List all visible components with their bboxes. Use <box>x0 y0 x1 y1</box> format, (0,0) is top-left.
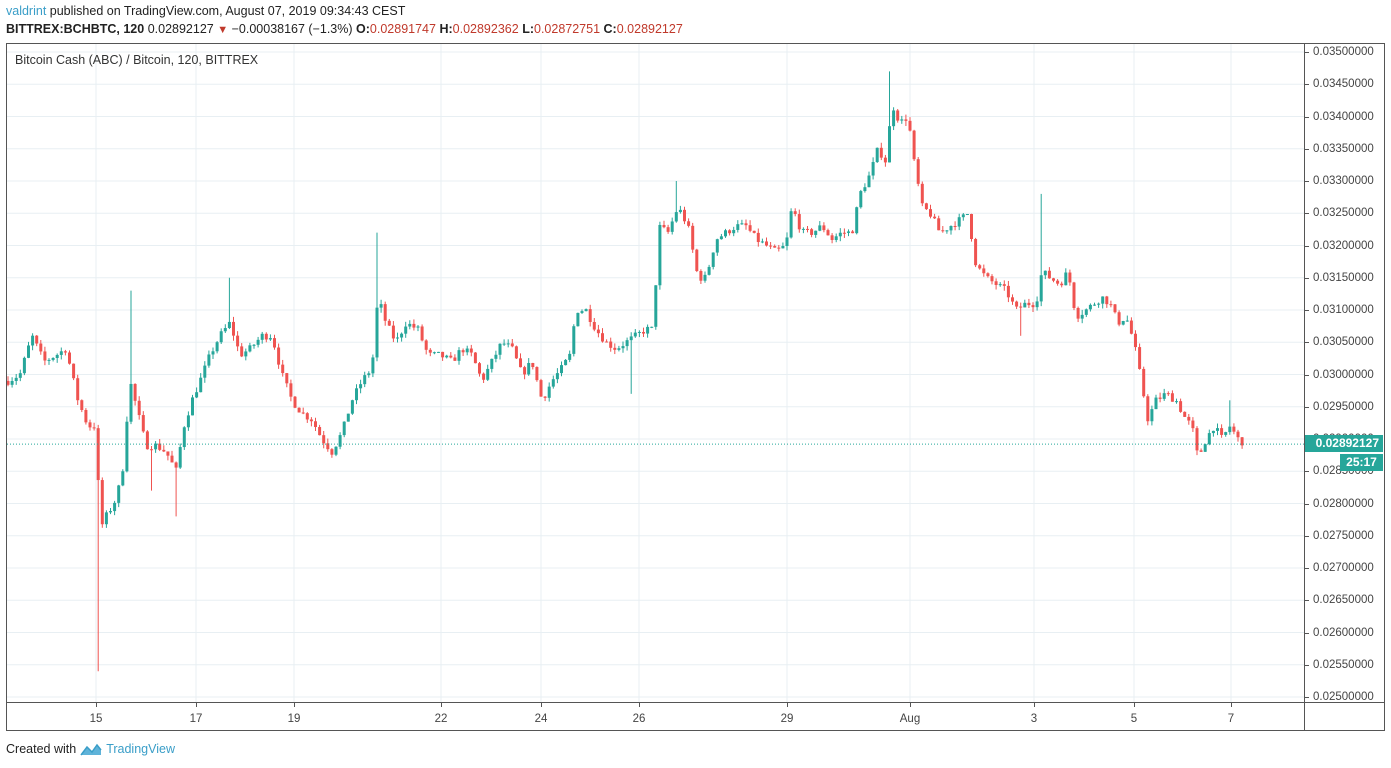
last-price: 0.02892127 <box>147 22 214 36</box>
price-tick <box>1305 277 1309 279</box>
published-text: published on TradingView.com, August 07,… <box>46 4 406 18</box>
price-tick-label: 0.03450000 <box>1313 78 1374 91</box>
price-tick <box>1305 342 1309 344</box>
price-tick <box>1305 213 1309 215</box>
time-tick <box>639 703 640 707</box>
low-label: L: <box>522 22 534 36</box>
time-axis[interactable]: 15 17 19 22 24 26 29 Aug 3 5 7 <box>7 702 1304 731</box>
price-tick <box>1305 116 1309 118</box>
time-tick-label: 24 <box>534 713 548 725</box>
open-label: O: <box>356 22 370 36</box>
price-tick <box>1305 181 1309 182</box>
price-tick <box>1305 632 1309 634</box>
time-tick-label: Aug <box>899 713 921 725</box>
price-tick <box>1305 471 1309 473</box>
symbol-info: BITTREX:BCHBTC, 120 0.02892127 ▼ −0.0003… <box>6 22 683 36</box>
time-tick-label: 19 <box>287 713 301 725</box>
time-tick-label: 7 <box>1227 713 1235 725</box>
high-value: 0.02892362 <box>452 22 519 36</box>
price-tick <box>1305 310 1309 311</box>
triangle-down-icon: ▼ <box>217 24 229 36</box>
price-tick-label: 0.03150000 <box>1313 271 1374 284</box>
price-tick <box>1305 148 1309 150</box>
close-value: 0.02892127 <box>616 22 683 36</box>
tradingview-link[interactable]: TradingView <box>106 742 175 756</box>
price-tick-label: 0.03000000 <box>1313 368 1374 381</box>
price-tick <box>1305 406 1309 408</box>
price-tick-label: 0.03050000 <box>1313 336 1374 349</box>
price-tick-label: 0.03500000 <box>1313 46 1374 58</box>
axis-corner <box>1304 702 1385 731</box>
time-tick <box>196 703 197 707</box>
price-tick <box>1305 568 1309 569</box>
time-tick-label: 3 <box>1030 713 1038 725</box>
created-with-text: Created with <box>6 742 77 756</box>
close-label: C: <box>603 22 617 36</box>
tradingview-logo-icon <box>80 743 102 756</box>
price-tick-label: 0.02950000 <box>1313 400 1374 413</box>
time-tick <box>910 703 911 707</box>
time-tick-label: 17 <box>189 713 203 725</box>
price-tick-label: 0.03200000 <box>1313 239 1374 252</box>
footer: Created with TradingView <box>6 742 175 756</box>
price-tick-label: 0.02650000 <box>1313 594 1374 607</box>
price-tick-label: 0.03300000 <box>1313 175 1374 187</box>
time-tick <box>1231 703 1232 707</box>
chart-frame <box>6 43 1385 731</box>
price-tick <box>1305 84 1309 86</box>
time-tick <box>441 703 442 707</box>
chart-plot-area[interactable] <box>7 44 1304 702</box>
countdown-tag: 25:17 <box>1340 454 1383 471</box>
author-link[interactable]: valdrint <box>6 4 47 18</box>
time-tick-label: 15 <box>89 713 103 725</box>
chart-legend: Bitcoin Cash (ABC) / Bitcoin, 120, BITTR… <box>15 53 259 67</box>
price-tick-label: 0.03350000 <box>1313 142 1374 155</box>
price-tick <box>1305 503 1309 505</box>
price-tick <box>1305 245 1309 247</box>
price-axis[interactable]: 0.03500000 0.03450000 0.03400000 0.03350000… <box>1304 44 1385 703</box>
time-tick-label: 22 <box>434 713 448 725</box>
time-tick <box>541 703 542 707</box>
low-value: 0.02872751 <box>534 22 601 36</box>
price-tick <box>1305 535 1309 537</box>
price-tick <box>1305 52 1309 53</box>
price-tick-label: 0.02800000 <box>1313 497 1374 510</box>
price-tick <box>1305 374 1309 376</box>
candlestick-chart[interactable] <box>7 44 1304 702</box>
price-change: −0.00038167 (−1.3%) <box>231 22 353 36</box>
current-price-tag: 0.02892127 <box>1305 435 1383 452</box>
price-tick-label: 0.02550000 <box>1313 658 1374 671</box>
time-tick-label: 26 <box>632 713 646 725</box>
price-tick-label: 0.03250000 <box>1313 207 1374 220</box>
price-tick-label: 0.02750000 <box>1313 529 1374 542</box>
price-tick <box>1305 697 1309 698</box>
price-tick-label: 0.03100000 <box>1313 304 1374 316</box>
time-tick <box>294 703 295 707</box>
high-label: H: <box>439 22 453 36</box>
price-tick-label: 0.03400000 <box>1313 110 1374 123</box>
price-tick-label: 0.02500000 <box>1313 691 1374 703</box>
symbol-label: BITTREX:BCHBTC, 120 <box>6 22 145 36</box>
open-value: 0.02891747 <box>369 22 436 36</box>
price-tick-label: 0.02600000 <box>1313 626 1374 639</box>
price-tick-label: 0.02700000 <box>1313 562 1374 574</box>
time-tick-label: 29 <box>780 713 794 725</box>
time-tick <box>787 703 788 707</box>
time-tick <box>1134 703 1135 707</box>
time-tick <box>96 703 97 707</box>
publish-info: valdrint published on TradingView.com, A… <box>6 4 405 18</box>
time-tick <box>1034 703 1035 707</box>
time-tick-label: 5 <box>1130 713 1138 725</box>
price-tick <box>1305 600 1309 602</box>
price-tick <box>1305 664 1309 666</box>
